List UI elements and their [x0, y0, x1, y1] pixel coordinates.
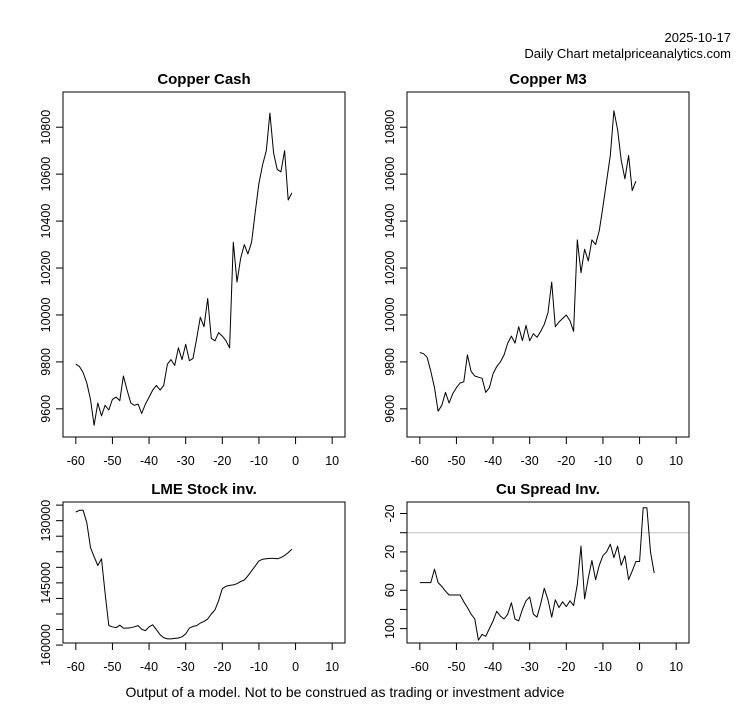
y-axis-tick-label: 10000 [383, 298, 397, 333]
x-axis-tick-label: -50 [447, 660, 465, 674]
x-axis-tick-label: -30 [177, 660, 195, 674]
data-series-line [75, 112, 293, 426]
y-axis-tick-label: 100 [383, 618, 397, 639]
x-axis-tick-label: 10 [325, 660, 339, 674]
report-source: Daily Chart metalpriceanalytics.com [524, 46, 731, 61]
y-axis-tick-label: 130000 [39, 500, 53, 542]
x-axis-tick-label: -50 [447, 454, 465, 468]
x-axis-tick-label: 0 [636, 660, 643, 674]
chart-cu-spread-inv: -60 -50 -40 -30 -20 -10 0 10 -20 20 60 100 Cu Spread… [383, 481, 690, 674]
x-axis-tick-label: 10 [669, 660, 683, 674]
x-axis-tick-label: -30 [521, 660, 539, 674]
x-axis-tick-label: -60 [411, 454, 429, 468]
data-series-line [419, 507, 655, 641]
y-axis-tick-label: 10400 [383, 204, 397, 239]
data-series-line [75, 509, 293, 640]
x-axis-tick-label: -10 [594, 660, 612, 674]
y-axis-tick-label: 60 [383, 583, 397, 597]
plot-frame [62, 501, 346, 644]
x-axis-tick-label: -30 [521, 454, 539, 468]
chart-title: Copper M3 [509, 71, 587, 88]
x-axis-tick-label: -60 [67, 660, 85, 674]
chart-title: LME Stock inv. [151, 481, 257, 498]
x-axis-tick-label: 0 [292, 660, 299, 674]
x-axis-tick-label: -40 [484, 660, 502, 674]
chart-copper-cash: -60 -50 -40 -30 -20 -10 0 10 9600 9800 10000 10200 1… [39, 71, 346, 468]
y-axis-tick-label: 160000 [39, 624, 53, 666]
y-axis-tick-label: 9800 [383, 348, 397, 376]
y-axis-tick-label: 10200 [39, 251, 53, 286]
x-axis-tick-label: -50 [103, 660, 121, 674]
x-axis-tick-label: 10 [669, 454, 683, 468]
y-axis-tick-label: 10800 [39, 110, 53, 145]
x-axis-tick-label: -30 [177, 454, 195, 468]
y-axis-tick-label: 10600 [39, 157, 53, 192]
y-axis-tick-label: 10000 [39, 298, 53, 333]
chart-lme-stock-inv: -60 -50 -40 -30 -20 -10 0 10 130000 145000 160000 L… [39, 481, 346, 674]
disclaimer-text: Output of a model. Not to be construed a… [125, 684, 565, 700]
x-axis-tick-label: -20 [213, 454, 231, 468]
x-axis-tick-label: -40 [140, 454, 158, 468]
x-axis-tick-label: -20 [557, 454, 575, 468]
x-axis-tick-label: -20 [213, 660, 231, 674]
y-axis-tick-label: 145000 [39, 562, 53, 604]
data-series-line [419, 110, 637, 412]
x-axis-tick-label: 0 [636, 454, 643, 468]
y-axis-tick-label: 10600 [383, 157, 397, 192]
y-axis-tick-label: 10400 [39, 204, 53, 239]
report-date: 2025-10-17 [664, 30, 732, 45]
x-axis-tick-label: -10 [594, 454, 612, 468]
x-axis-tick-label: -20 [557, 660, 575, 674]
y-axis-tick-label: 10800 [383, 110, 397, 145]
y-axis-tick-label: -20 [383, 504, 397, 522]
x-axis-tick-label: -50 [103, 454, 121, 468]
y-axis-tick-label: 10200 [383, 251, 397, 286]
y-axis-tick-label: 9600 [39, 395, 53, 423]
y-axis-tick-label: 20 [383, 545, 397, 559]
y-axis-tick-label: 9800 [39, 348, 53, 376]
x-axis-tick-label: 10 [325, 454, 339, 468]
x-axis-tick-label: -10 [250, 454, 268, 468]
x-axis-tick-label: -40 [484, 454, 502, 468]
y-axis-tick-label: 9600 [383, 395, 397, 423]
plot-frame [62, 91, 346, 438]
x-axis-tick-label: -40 [140, 660, 158, 674]
x-axis-tick-label: 0 [292, 454, 299, 468]
x-axis-tick-label: -60 [411, 660, 429, 674]
chart-title: Cu Spread Inv. [496, 481, 600, 498]
x-axis-tick-label: -60 [67, 454, 85, 468]
chart-copper-m3: -60 -50 -40 -30 -20 -10 0 10 9600 9800 10000 10200 1… [383, 71, 690, 468]
plot-frame [406, 91, 690, 438]
x-axis-tick-label: -10 [250, 660, 268, 674]
chart-title: Copper Cash [157, 71, 250, 88]
plot-frame [406, 501, 690, 644]
